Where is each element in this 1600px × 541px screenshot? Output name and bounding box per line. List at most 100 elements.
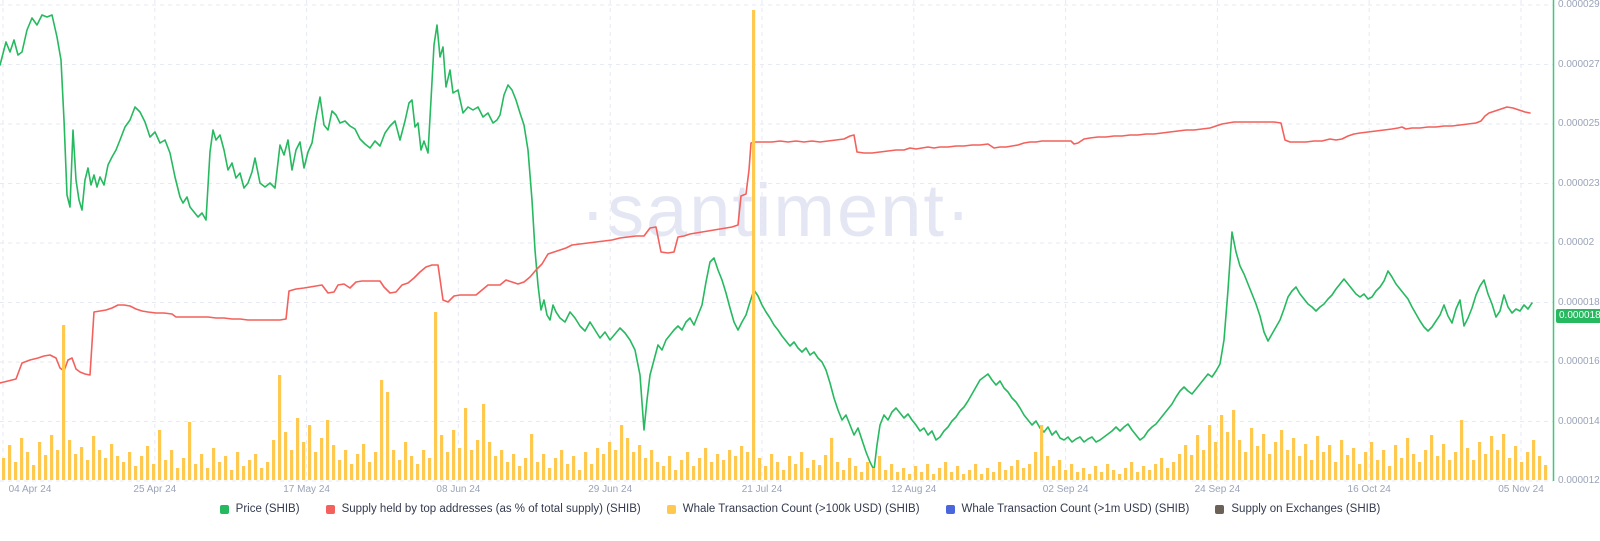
whale-transaction-bar[interactable] bbox=[1250, 428, 1254, 480]
whale-transaction-bar[interactable] bbox=[728, 450, 732, 480]
whale-transaction-bar[interactable] bbox=[1178, 454, 1182, 480]
whale-transaction-bar[interactable] bbox=[632, 452, 636, 480]
whale-transaction-bar[interactable] bbox=[140, 456, 144, 480]
whale-transaction-bar[interactable] bbox=[1130, 462, 1134, 480]
whale-transaction-bar[interactable] bbox=[518, 466, 522, 480]
whale-transaction-bar[interactable] bbox=[1448, 460, 1452, 480]
whale-transaction-bar[interactable] bbox=[98, 450, 102, 480]
whale-transaction-bar[interactable] bbox=[1292, 438, 1296, 480]
whale-transaction-bar[interactable] bbox=[1394, 445, 1398, 480]
whale-transaction-bar[interactable] bbox=[662, 466, 666, 480]
whale-transaction-bar[interactable] bbox=[1256, 446, 1260, 480]
whale-transaction-bar[interactable] bbox=[1286, 450, 1290, 480]
whale-transaction-bar[interactable] bbox=[56, 450, 60, 480]
whale-transaction-bar[interactable] bbox=[686, 452, 690, 480]
whale-transaction-bar[interactable] bbox=[908, 474, 912, 480]
whale-transaction-bar[interactable] bbox=[1034, 452, 1038, 480]
whale-transaction-bar[interactable] bbox=[962, 474, 966, 480]
whale-transaction-bar[interactable] bbox=[128, 452, 132, 480]
whale-transaction-bar[interactable] bbox=[590, 464, 594, 480]
whale-transaction-bar[interactable] bbox=[560, 450, 564, 480]
whale-transaction-bar[interactable] bbox=[1118, 474, 1122, 480]
whale-transaction-bar[interactable] bbox=[1040, 425, 1044, 480]
whale-transaction-bar[interactable] bbox=[524, 458, 528, 480]
whale-transaction-bar[interactable] bbox=[20, 438, 24, 480]
legend-item[interactable]: Supply held by top addresses (as % of to… bbox=[325, 503, 641, 515]
whale-transaction-bar[interactable] bbox=[194, 464, 198, 480]
whale-transaction-bar[interactable] bbox=[398, 460, 402, 480]
whale-transaction-bar[interactable] bbox=[1100, 472, 1104, 480]
whale-transaction-bar[interactable] bbox=[296, 418, 300, 480]
whale-transaction-bar[interactable] bbox=[890, 464, 894, 480]
whale-transaction-bar[interactable] bbox=[326, 420, 330, 480]
whale-transaction-bar[interactable] bbox=[1364, 452, 1368, 480]
whale-transaction-bar[interactable] bbox=[1196, 435, 1200, 480]
whale-transaction-bar[interactable] bbox=[818, 465, 822, 480]
whale-transaction-bar[interactable] bbox=[32, 465, 36, 480]
whale-transaction-bar[interactable] bbox=[26, 452, 30, 480]
whale-transaction-bar[interactable] bbox=[596, 448, 600, 480]
whale-transaction-bar[interactable] bbox=[1514, 446, 1518, 480]
whale-transaction-bar[interactable] bbox=[848, 458, 852, 480]
whale-transaction-bar[interactable] bbox=[1226, 432, 1230, 480]
whale-transaction-bar[interactable] bbox=[1322, 452, 1326, 480]
whale-transaction-bar[interactable] bbox=[866, 462, 870, 480]
whale-transaction-bar[interactable] bbox=[578, 470, 582, 480]
whale-transaction-bar[interactable] bbox=[1046, 456, 1050, 480]
whale-transaction-bar[interactable] bbox=[110, 444, 114, 480]
whale-transaction-bar[interactable] bbox=[86, 460, 90, 480]
whale-transaction-bar[interactable] bbox=[806, 468, 810, 480]
whale-transaction-bar[interactable] bbox=[1136, 472, 1140, 480]
whale-transaction-bar[interactable] bbox=[1172, 462, 1176, 480]
legend-item[interactable]: Whale Transaction Count (>100k USD) (SHI… bbox=[666, 503, 920, 515]
whale-transaction-bar[interactable] bbox=[914, 466, 918, 480]
whale-transaction-bar[interactable] bbox=[338, 460, 342, 480]
whale-transaction-bar[interactable] bbox=[548, 468, 552, 480]
whale-transaction-bar[interactable] bbox=[1478, 442, 1482, 480]
whale-transaction-bar[interactable] bbox=[1400, 458, 1404, 480]
whale-transaction-bar[interactable] bbox=[1244, 452, 1248, 480]
whale-transaction-bar[interactable] bbox=[722, 460, 726, 480]
whale-transaction-bar[interactable] bbox=[290, 450, 294, 480]
whale-transaction-bar[interactable] bbox=[704, 448, 708, 480]
whale-transaction-bar[interactable] bbox=[254, 454, 258, 480]
whale-transaction-bar[interactable] bbox=[272, 440, 276, 480]
whale-transaction-bar[interactable] bbox=[1088, 474, 1092, 480]
whale-transaction-bar[interactable] bbox=[1340, 440, 1344, 480]
whale-transaction-bar[interactable] bbox=[1280, 430, 1284, 480]
whale-transaction-bar[interactable] bbox=[626, 438, 630, 480]
whale-transaction-bar[interactable] bbox=[902, 468, 906, 480]
whale-transaction-bar[interactable] bbox=[1358, 464, 1362, 480]
whale-transaction-bar[interactable] bbox=[932, 474, 936, 480]
whale-transaction-bar[interactable] bbox=[650, 450, 654, 480]
whale-transaction-bar[interactable] bbox=[1466, 448, 1470, 480]
whale-transaction-bar[interactable] bbox=[1496, 450, 1500, 480]
whale-transaction-bar[interactable] bbox=[1160, 458, 1164, 480]
whale-transaction-bar[interactable] bbox=[248, 460, 252, 480]
whale-transaction-bar[interactable] bbox=[1490, 436, 1494, 480]
whale-transaction-bar[interactable] bbox=[1004, 470, 1008, 480]
whale-transaction-bar[interactable] bbox=[1016, 460, 1020, 480]
whale-transaction-bar[interactable] bbox=[758, 458, 762, 480]
whale-transaction-bar[interactable] bbox=[206, 468, 210, 480]
whale-transaction-bar[interactable] bbox=[602, 454, 606, 480]
whale-transaction-bar[interactable] bbox=[1298, 456, 1302, 480]
whale-transaction-bar[interactable] bbox=[1064, 470, 1068, 480]
whale-transaction-bar[interactable] bbox=[404, 442, 408, 480]
whale-transaction-bar[interactable] bbox=[1376, 460, 1380, 480]
whale-transaction-bar[interactable] bbox=[1076, 472, 1080, 480]
whale-transaction-bar[interactable] bbox=[260, 468, 264, 480]
whale-transaction-bar[interactable] bbox=[566, 464, 570, 480]
whale-transaction-bar[interactable] bbox=[1538, 456, 1542, 480]
whale-transaction-bar[interactable] bbox=[1082, 468, 1086, 480]
whale-transaction-bar[interactable] bbox=[710, 462, 714, 480]
whale-transaction-bar[interactable] bbox=[278, 375, 282, 480]
whale-transaction-bar[interactable] bbox=[1454, 452, 1458, 480]
whale-transaction-bar[interactable] bbox=[1010, 466, 1014, 480]
whale-transaction-bar[interactable] bbox=[80, 447, 84, 480]
whale-transaction-bar[interactable] bbox=[674, 470, 678, 480]
whale-transaction-bar[interactable] bbox=[944, 462, 948, 480]
whale-transaction-bar[interactable] bbox=[158, 430, 162, 480]
